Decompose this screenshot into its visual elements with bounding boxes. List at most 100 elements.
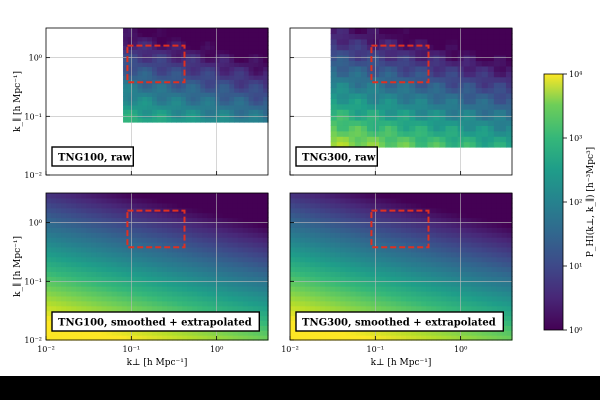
- heatmap-cell: [427, 92, 435, 99]
- heatmap-cell: [463, 38, 471, 45]
- heatmap-cell: [177, 193, 183, 199]
- heatmap-cell: [391, 65, 398, 72]
- heatmap-cell: [355, 335, 362, 341]
- heatmap-cell: [445, 49, 453, 56]
- heatmap-cell: [461, 330, 468, 336]
- heatmap-cell: [320, 227, 326, 233]
- heatmap-cell: [385, 71, 392, 78]
- heatmap-cell: [232, 281, 239, 287]
- heatmap-cell: [385, 49, 392, 56]
- heatmap-cell: [360, 49, 368, 56]
- heatmap-cell: [237, 271, 244, 277]
- heatmap-cell: [348, 71, 356, 78]
- heatmap-cell: [136, 217, 143, 223]
- heatmap-cell: [202, 232, 209, 238]
- heatmap-cell: [123, 96, 129, 102]
- heatmap-cell: [360, 335, 367, 341]
- heatmap-cell: [177, 335, 183, 341]
- heatmap-cell: [116, 295, 123, 302]
- heatmap-cell: [51, 251, 57, 258]
- heatmap-cell: [123, 100, 129, 106]
- heatmap-cell: [436, 276, 442, 282]
- heatmap-cell: [496, 202, 503, 209]
- heatmap-cell: [355, 281, 362, 287]
- heatmap-cell: [205, 100, 211, 106]
- heatmap-cell: [192, 242, 198, 248]
- heatmap-cell: [310, 217, 316, 223]
- heatmap-cell: [46, 212, 52, 219]
- heatmap-cell: [315, 286, 321, 292]
- heatmap-cell: [445, 141, 453, 148]
- heatmap-cell: [61, 271, 67, 277]
- heatmap-cell: [91, 197, 98, 204]
- heatmap-cell: [202, 271, 209, 277]
- heatmap-cell: [195, 75, 201, 80]
- heatmap-cell: [469, 38, 477, 45]
- heatmap-cell: [101, 232, 108, 238]
- heatmap-cell: [224, 28, 230, 33]
- heatmap-cell: [162, 261, 168, 268]
- heatmap-cell: [116, 305, 123, 312]
- heatmap-cell: [427, 38, 435, 45]
- heatmap-cell: [177, 276, 183, 282]
- heatmap-cell: [366, 87, 374, 94]
- heatmap-cell: [506, 242, 513, 248]
- heatmap-cell: [185, 62, 192, 68]
- heatmap-cell: [481, 197, 488, 204]
- heatmap-cell: [385, 193, 392, 199]
- heatmap-cell: [219, 75, 226, 80]
- heatmap-cell: [476, 266, 483, 272]
- heatmap-cell: [51, 261, 57, 268]
- heatmap-cell: [123, 28, 129, 33]
- heatmap-cell: [182, 251, 188, 258]
- heatmap-cell: [330, 242, 337, 248]
- heatmap-cell: [197, 207, 204, 214]
- heatmap-cell: [380, 286, 387, 292]
- heatmap-cell: [192, 291, 198, 297]
- heatmap-cell: [380, 305, 387, 312]
- heatmap-cell: [355, 295, 362, 302]
- heatmap-cell: [385, 251, 392, 258]
- heatmap-cell: [436, 300, 442, 307]
- heatmap-cell: [96, 335, 103, 341]
- heatmap-cell: [433, 136, 441, 143]
- heatmap-cell: [366, 28, 374, 35]
- heatmap-cell: [111, 193, 118, 199]
- heatmap-cell: [401, 261, 407, 268]
- heatmap-cell: [207, 251, 214, 258]
- heatmap-cell: [391, 87, 398, 94]
- heatmap-cell: [436, 266, 442, 272]
- heatmap-cell: [397, 92, 404, 99]
- heatmap-cell: [496, 266, 503, 272]
- heatmap-cell: [91, 222, 98, 228]
- heatmap-cell: [243, 113, 250, 119]
- heatmap-cell: [131, 330, 138, 336]
- heatmap-cell: [310, 207, 316, 214]
- heatmap-cell: [305, 261, 311, 268]
- heatmap-cell: [131, 217, 138, 223]
- heatmap-cell: [375, 286, 382, 292]
- heatmap-cell: [310, 227, 316, 233]
- heatmap-cell: [348, 76, 356, 83]
- heatmap-cell: [305, 237, 311, 243]
- heatmap-cell: [360, 60, 368, 67]
- heatmap-cell: [486, 222, 493, 228]
- heatmap-cell: [91, 202, 98, 209]
- heatmap-cell: [190, 32, 197, 38]
- heatmap-cell: [355, 271, 362, 277]
- heatmap-cell: [466, 227, 473, 233]
- heatmap-cell: [456, 295, 463, 302]
- heatmap-cell: [212, 197, 219, 204]
- heatmap-cell: [242, 335, 249, 341]
- heatmap-cell: [146, 217, 153, 223]
- heatmap-cell: [496, 232, 503, 238]
- heatmap-cell: [445, 92, 453, 99]
- heatmap-cell: [61, 335, 67, 341]
- heatmap-cell: [385, 232, 392, 238]
- heatmap-cell: [219, 40, 226, 46]
- heatmap-cell: [380, 276, 387, 282]
- heatmap-cell: [365, 246, 372, 253]
- heatmap-cell: [210, 32, 216, 38]
- heatmap-cell: [106, 197, 113, 204]
